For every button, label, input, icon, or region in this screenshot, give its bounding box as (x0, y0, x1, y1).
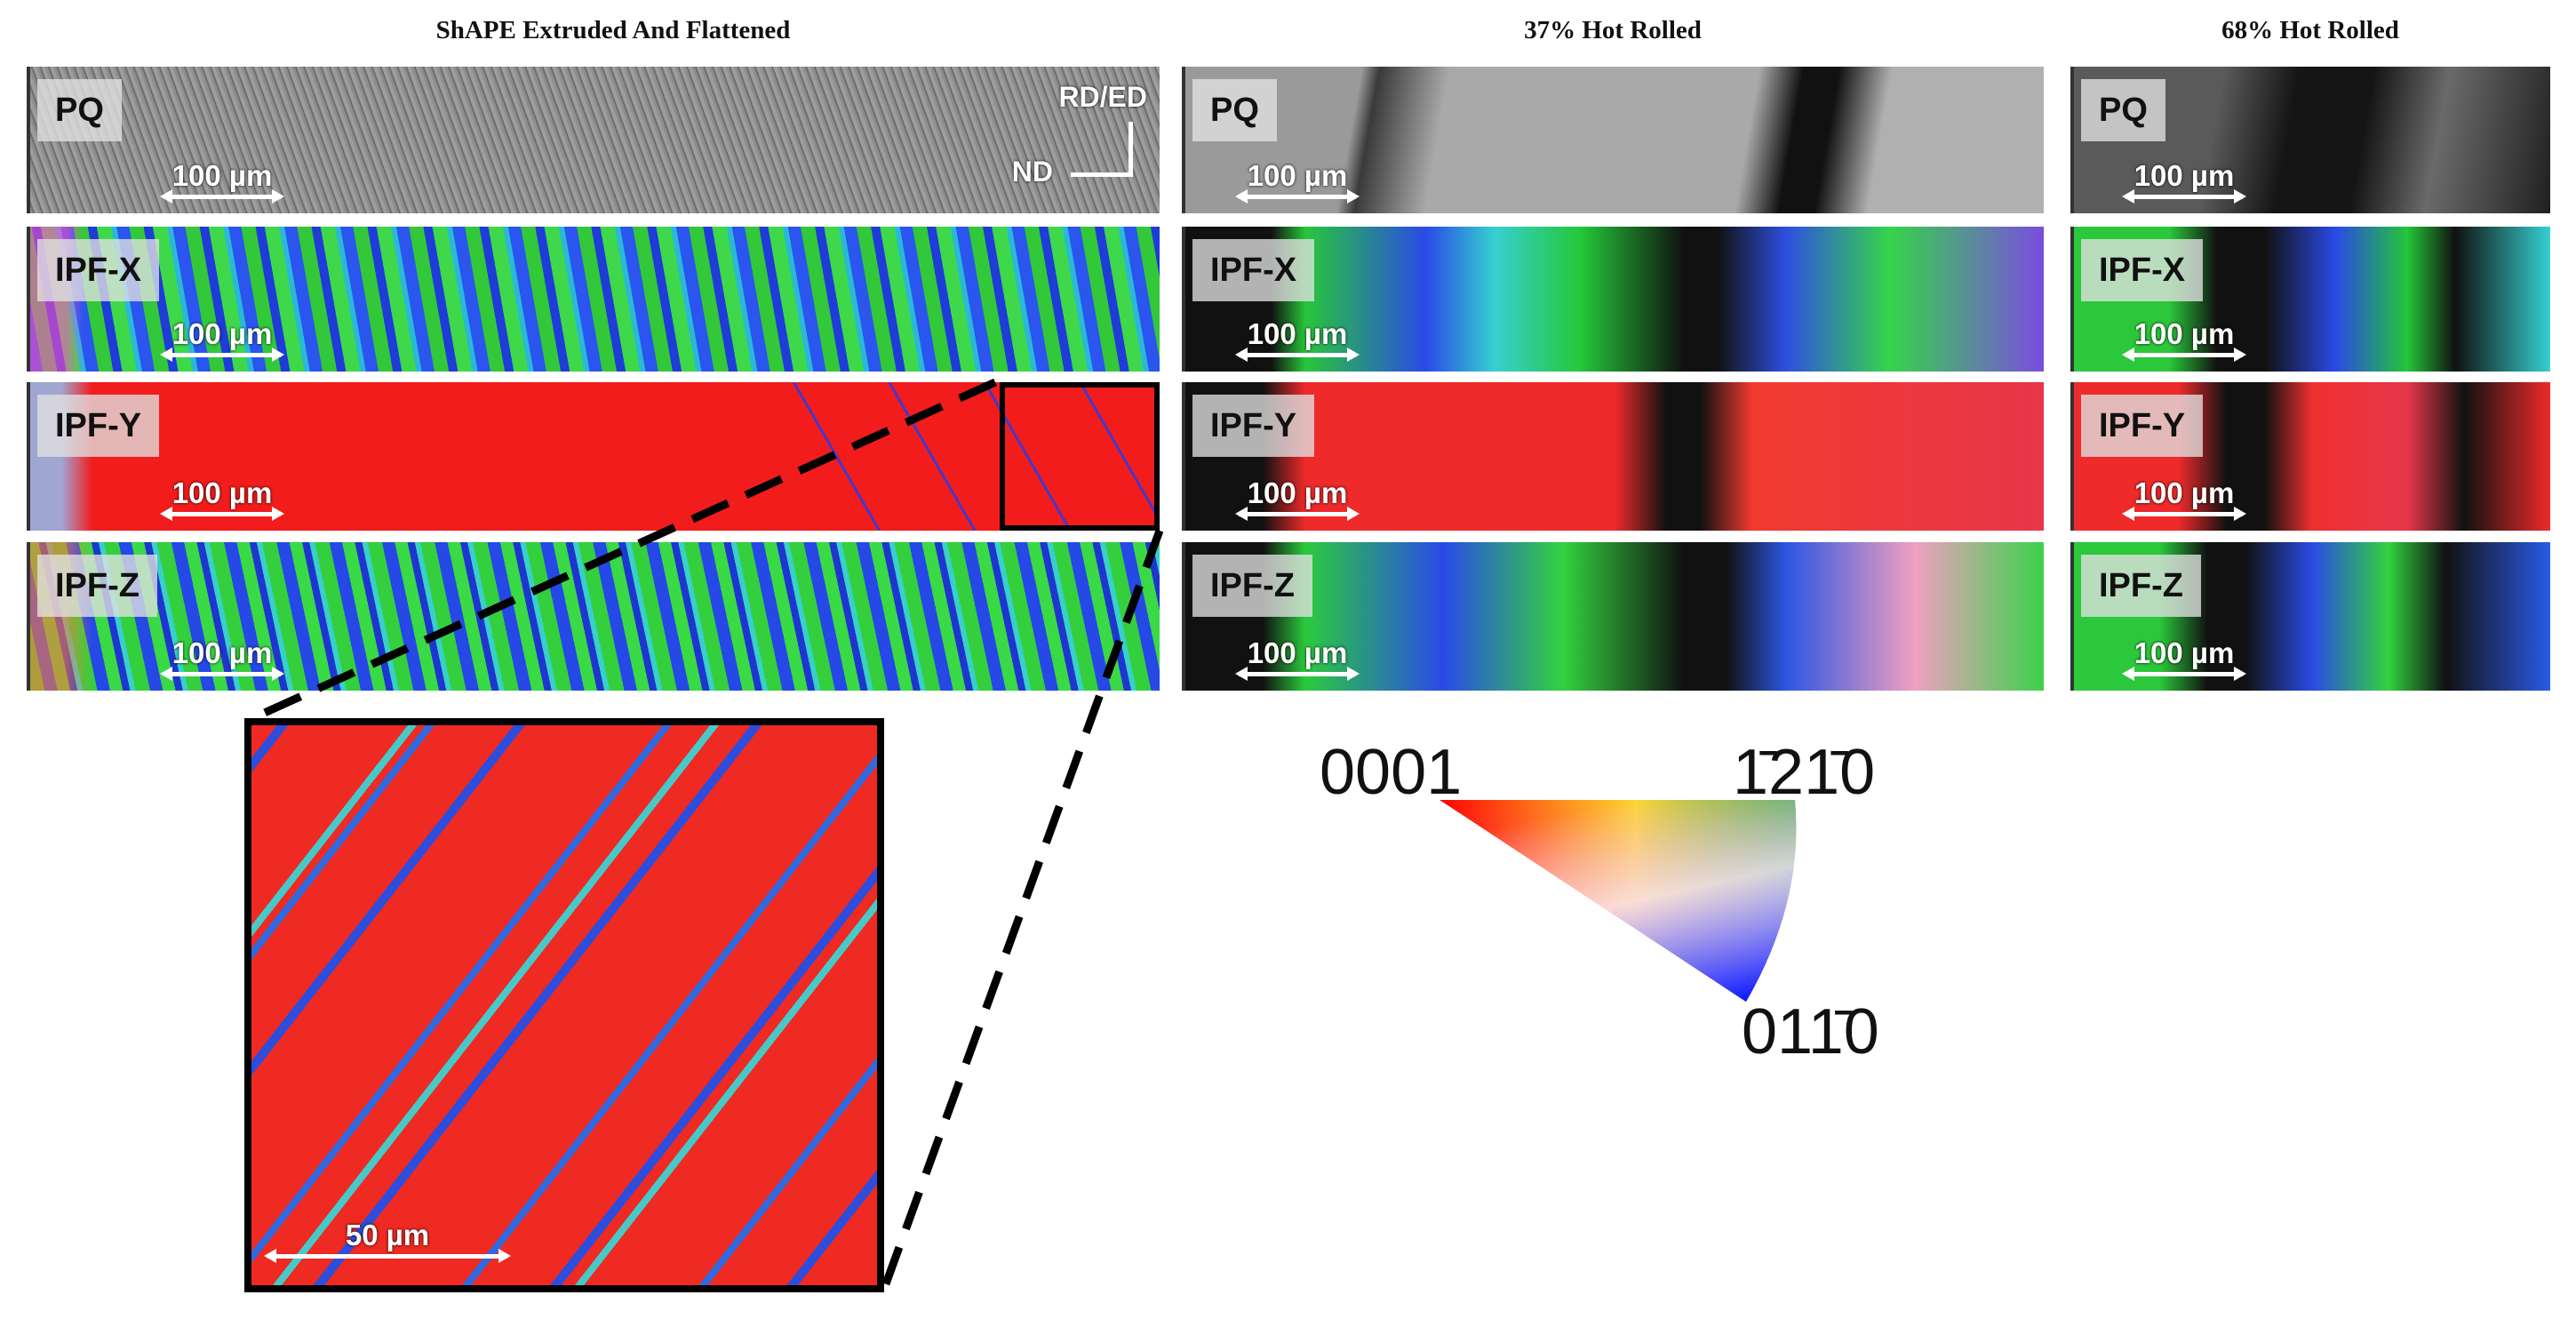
scale-bar: 100 µm (160, 478, 284, 521)
scale-bar: 100 µm (1235, 161, 1360, 204)
scale-bar: 100 µm (1235, 638, 1360, 681)
map-label: IPF-X (1192, 239, 1315, 301)
map-label: IPF-Z (37, 555, 157, 617)
column-title-37: 37% Hot Rolled (1524, 16, 1702, 44)
map-label: IPF-Y (37, 395, 160, 457)
inset-ipf-y-zoom: 50 µm (244, 718, 884, 1292)
hr37-ipf-x-map: IPF-X 100 µm (1182, 227, 2044, 372)
nd-arrow-icon (1071, 172, 1133, 177)
inset-scale-bar: 50 µm (264, 1220, 511, 1263)
scale-bar: 100 µm (2122, 478, 2246, 521)
hr68-pq-map: PQ 100 µm (2070, 67, 2550, 213)
nd-axis-label: ND (1011, 156, 1053, 188)
hr37-ipf-y-map: IPF-Y 100 µm (1182, 382, 2044, 531)
scale-bar: 100 µm (1235, 478, 1360, 521)
hr37-ipf-z-map: IPF-Z 100 µm (1182, 542, 2044, 691)
ipf-color-key (1440, 800, 1797, 1002)
inset-source-box (1000, 382, 1160, 531)
scale-bar: 100 µm (160, 638, 284, 681)
column-title-68: 68% Hot Rolled (2221, 16, 2399, 44)
scale-bar: 100 µm (160, 319, 284, 362)
hr37-pq-map: PQ 100 µm (1182, 67, 2044, 213)
shape-ipf-y-map: IPF-Y 100 µm (27, 382, 1160, 531)
map-label: IPF-X (2081, 239, 2204, 301)
hr68-ipf-x-map: IPF-X 100 µm (2070, 227, 2550, 372)
shape-pq-map: PQ 100 µm RD/ED ND (27, 67, 1160, 213)
scale-bar: 100 µm (1235, 319, 1360, 362)
map-label: IPF-Z (2081, 555, 2201, 617)
legend-label-1210: 1̄21̄0 (1733, 737, 1876, 808)
map-label: IPF-Z (1192, 555, 1312, 617)
map-label: IPF-X (37, 239, 160, 301)
rd-arrow-icon (1128, 122, 1133, 177)
map-label: PQ (2081, 79, 2165, 141)
column-title-shape: ShAPE Extruded And Flattened (435, 16, 791, 44)
legend-label-0001: 0001 (1320, 737, 1463, 808)
map-label: PQ (1192, 79, 1277, 141)
scale-bar: 100 µm (2122, 319, 2246, 362)
map-label: PQ (37, 79, 122, 141)
scale-bar: 100 µm (160, 161, 284, 204)
scale-bar: 100 µm (2122, 161, 2246, 204)
shape-ipf-x-map: IPF-X 100 µm (27, 227, 1160, 372)
legend-label-0110: 011̄0 (1742, 996, 1879, 1067)
rd-ed-axis-label: RD/ED (1058, 81, 1147, 113)
scale-bar: 100 µm (2122, 638, 2246, 681)
hr68-ipf-y-map: IPF-Y 100 µm (2070, 382, 2550, 531)
map-label: IPF-Y (1192, 395, 1315, 457)
map-label: IPF-Y (2081, 395, 2204, 457)
hr68-ipf-z-map: IPF-Z 100 µm (2070, 542, 2550, 691)
